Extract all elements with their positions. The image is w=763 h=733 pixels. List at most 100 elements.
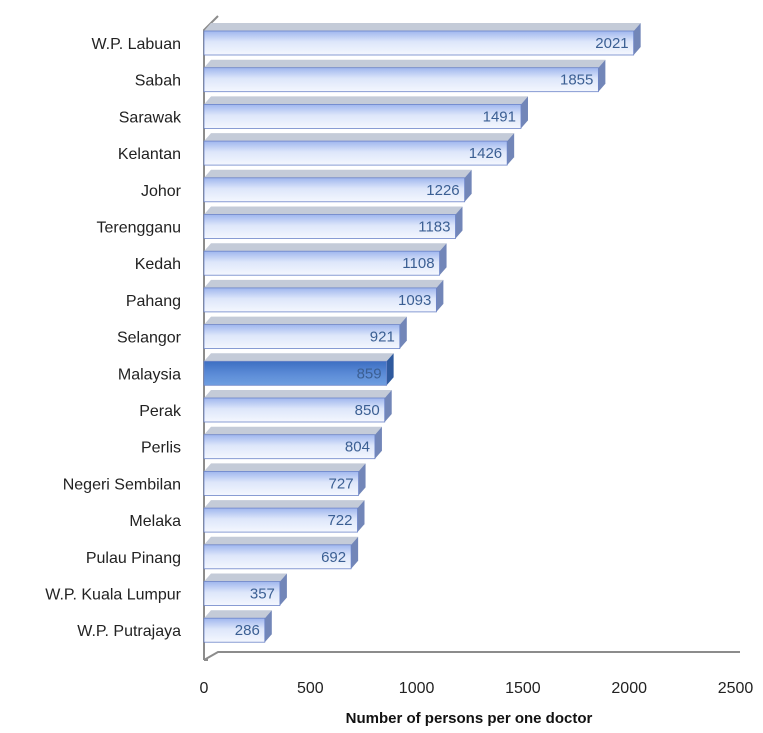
category-label: Sabah	[135, 73, 181, 90]
bar-johor	[203, 169, 472, 203]
x-tick-label: 0	[200, 680, 209, 697]
x-axis-title: Number of persons per one doctor	[346, 710, 593, 727]
bar-top-face	[204, 500, 365, 509]
bar-top-face	[204, 243, 447, 252]
bar-value-label: 1108	[402, 255, 434, 272]
bar-kedah	[203, 243, 447, 276]
bar-terengganu	[203, 206, 463, 239]
category-label: Sarawak	[119, 109, 182, 126]
category-label: Terengganu	[96, 220, 181, 237]
bar-pulau-pinang	[203, 536, 359, 570]
bar-front-face	[203, 287, 437, 313]
bar-top-face	[204, 426, 382, 435]
bar-side-face	[439, 243, 447, 276]
bar-side-face	[399, 316, 407, 349]
bar-top-face	[204, 610, 272, 619]
bar-side-face	[384, 390, 392, 422]
bar-side-face	[436, 279, 444, 312]
bar-side-face	[264, 610, 272, 643]
x-axis-floor	[203, 651, 740, 661]
bar-front-face	[203, 434, 376, 460]
bar-front-face	[203, 397, 386, 423]
category-label: Melaka	[129, 513, 181, 530]
bar-top-face	[204, 463, 366, 472]
bar-front-face	[203, 67, 599, 93]
category-label: Negeri Sembilan	[63, 476, 181, 493]
bar-front-face	[203, 617, 266, 643]
category-label: W.P. Labuan	[91, 36, 181, 53]
bar-top-face	[204, 390, 392, 398]
bar-value-label: 859	[357, 365, 382, 382]
bar-top-face	[204, 536, 359, 545]
bar-value-label: 1491	[483, 108, 516, 125]
bar-top-face	[204, 353, 394, 362]
category-label: Pahang	[126, 293, 181, 310]
bar-value-label: 850	[355, 402, 380, 419]
bar-front-face	[203, 470, 359, 496]
bar-w-p-kuala-lumpur	[203, 573, 287, 606]
bar-front-face	[203, 581, 281, 606]
bar-pahang	[203, 279, 444, 313]
bar-sabah	[203, 59, 606, 93]
bar-front-face	[203, 30, 635, 56]
bar-w-p-putrajaya	[203, 610, 272, 643]
bar-value-label: 1183	[418, 219, 450, 236]
bar-front-highlight	[203, 360, 388, 386]
bar-value-label: 727	[329, 475, 354, 492]
bar-sarawak	[203, 96, 528, 129]
bar-top-face	[204, 279, 444, 288]
bar-top-face	[204, 169, 472, 178]
category-label: Perak	[139, 403, 182, 420]
bar-side-face	[386, 353, 394, 386]
category-label: Kedah	[135, 256, 181, 273]
bar-top-face	[204, 23, 641, 31]
bar-front-face	[203, 250, 440, 276]
bar-value-label: 692	[321, 549, 346, 566]
bar-value-label: 1426	[469, 145, 502, 162]
x-tick-label: 1500	[505, 680, 541, 697]
category-label: Perlis	[141, 440, 181, 457]
x-tick-label: 2500	[718, 680, 754, 697]
category-label: Malaysia	[118, 366, 181, 383]
bar-top-face	[204, 573, 287, 582]
bar-value-label: 722	[327, 512, 352, 529]
bar-negeri-sembilan	[203, 463, 366, 496]
bar-melaka	[203, 500, 365, 533]
bar-value-label: 286	[235, 622, 260, 639]
category-label: Selangor	[117, 330, 182, 347]
category-label: W.P. Putrajaya	[77, 623, 181, 640]
bar-side-face	[507, 133, 515, 166]
category-label: Johor	[141, 183, 182, 200]
bar-selangor	[203, 316, 407, 350]
bar-top-face	[204, 96, 528, 105]
bar-value-label: 1855	[560, 72, 593, 89]
bar-w-p-labuan	[203, 23, 641, 56]
bar-top-face	[204, 206, 463, 215]
bar-value-label: 804	[345, 439, 370, 456]
bar-malaysia	[203, 353, 394, 386]
bar-side-face	[520, 96, 528, 129]
bar-value-label: 921	[370, 329, 395, 346]
bar-side-face	[351, 536, 359, 569]
bar-top-face	[204, 133, 515, 142]
bar-side-face	[374, 426, 382, 459]
bar-front-face	[203, 177, 466, 203]
bar-value-label: 2021	[595, 35, 628, 52]
bar-perak	[203, 390, 392, 423]
bar-kelantan	[203, 133, 515, 166]
x-tick-label: 500	[297, 680, 324, 697]
bar-front-face	[203, 544, 352, 570]
bar-top-face	[204, 316, 407, 325]
bar-value-label: 357	[250, 586, 275, 603]
category-label: Pulau Pinang	[86, 550, 181, 567]
bar-perlis	[203, 426, 382, 460]
bar-front-face	[203, 104, 522, 129]
x-tick-label: 1000	[399, 680, 435, 697]
bar-side-face	[279, 573, 287, 606]
bar-side-face	[358, 463, 366, 496]
bar-front-face	[203, 140, 508, 166]
bar-front-face	[203, 214, 456, 239]
category-label: Kelantan	[118, 146, 181, 163]
bar-side-face	[455, 206, 463, 239]
